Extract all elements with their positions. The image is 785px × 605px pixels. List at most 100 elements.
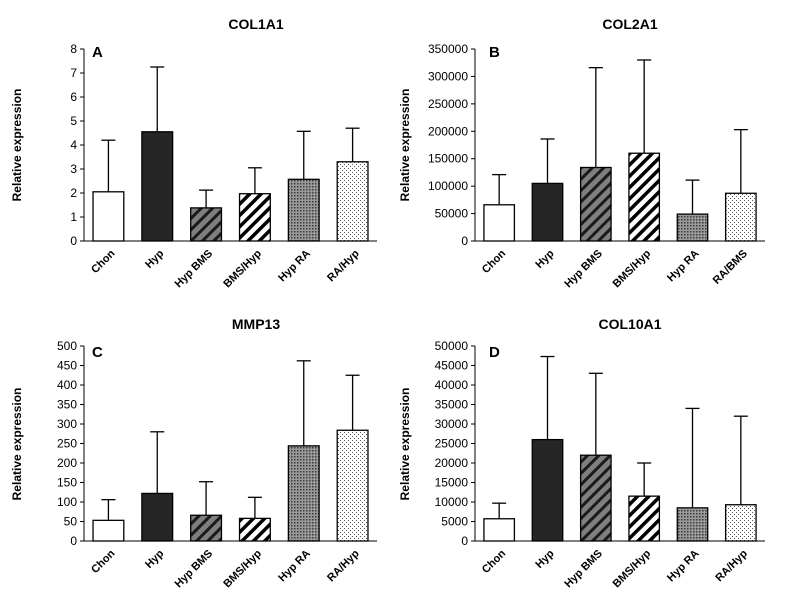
panel-a-ylabel: Relative expression — [10, 89, 24, 202]
panel-d-xtick-label: Hyp BMS — [562, 548, 605, 591]
panel-b-ytick-label: 250000 — [428, 97, 468, 111]
panel-a-ytick-label: 2 — [70, 186, 77, 200]
panel-a-letter: A — [92, 44, 103, 61]
panel-c-ytick-label: 350 — [57, 398, 77, 412]
panel-d-xtick-label: RA/Hyp — [713, 547, 750, 584]
panel-c-bar — [287, 445, 320, 542]
panel-b-xtick-label: Hyp RA — [665, 248, 702, 285]
panel-b-title: COL2A1 — [602, 16, 657, 32]
panel-a-ytick-label: 4 — [70, 138, 77, 152]
panel-c-ytick-label: 100 — [57, 495, 77, 509]
panel-d-xtick-label: BMS/Hyp — [611, 547, 654, 590]
panel-a-ytick-label: 3 — [70, 162, 77, 176]
panel-d-ytick-label: 35000 — [435, 398, 469, 412]
panel-a-chart: COL1A1 A Relative expression 0 1 2 3 4 5 6 7 8 C… — [10, 16, 377, 290]
panel-a-xtick-label: BMS/Hyp — [221, 247, 264, 290]
panel-d-bar — [483, 518, 516, 542]
panel-d-ytick-label: 0 — [461, 534, 468, 548]
panel-d-bar — [579, 454, 612, 542]
panel-d-xtick-label: Hyp RA — [665, 548, 702, 585]
panel-b-ytick-label: 200000 — [428, 124, 468, 138]
panel-b-bar — [724, 192, 757, 242]
panel-c-title: MMP13 — [232, 316, 280, 332]
panel-c-ytick-label: 500 — [57, 339, 77, 353]
panel-a-ytick-label: 0 — [70, 234, 77, 248]
panel-d-xtick-label: Chon — [480, 547, 509, 576]
panel-c-xtick-label: Hyp — [143, 547, 166, 570]
panel-b-chart: COL2A1 B Relative expression 0 50000 10000… — [398, 16, 765, 290]
panel-d-title: COL10A1 — [598, 316, 661, 332]
panel-a-ytick-label: 7 — [70, 66, 77, 80]
panel-c-bar — [92, 519, 125, 542]
panel-d-bar — [724, 504, 757, 542]
panel-c-ytick-label: 300 — [57, 417, 77, 431]
panel-a-xtick-label: Chon — [89, 247, 118, 276]
panel-c-xtick-label: RA/Hyp — [325, 547, 362, 584]
panel-d-ytick-label: 5000 — [441, 515, 468, 529]
panel-d-ytick-label: 40000 — [435, 378, 469, 392]
panel-c-bar — [336, 429, 369, 542]
panel-b-ytick-label: 0 — [461, 234, 468, 248]
panel-c-chart: MMP13 C Relative expression 0 50 100 150 200… — [10, 316, 377, 590]
panel-a-xtick-label: Hyp — [143, 247, 166, 270]
panel-c-letter: C — [92, 344, 103, 361]
panel-d-ytick-label: 45000 — [435, 359, 469, 373]
panel-c-xtick-label: BMS/Hyp — [221, 547, 264, 590]
panel-b-ytick-label: 50000 — [435, 207, 469, 221]
panel-b-xtick-label: BMS/Hyp — [611, 247, 654, 290]
panel-a-ytick-label: 5 — [70, 114, 77, 128]
panel-a-title: COL1A1 — [228, 16, 283, 32]
panel-d-bar — [531, 438, 564, 542]
panel-d-letter: D — [489, 344, 500, 361]
panel-c-xtick-label: Chon — [89, 547, 118, 576]
panel-c-ylabel: Relative expression — [10, 388, 24, 501]
panel-a-xtick-label: RA/Hyp — [325, 247, 362, 284]
panel-c-bar — [238, 517, 271, 542]
panel-a-ytick-label: 6 — [70, 90, 77, 104]
panel-d-ytick-label: 25000 — [435, 437, 469, 451]
panel-c-ytick-label: 200 — [57, 456, 77, 470]
panel-d-ytick-label: 20000 — [435, 456, 469, 470]
panel-b-bar — [676, 213, 709, 242]
panel-a-xtick-label: Hyp BMS — [173, 248, 216, 291]
panel-a-bar — [287, 178, 320, 242]
panel-b-bar — [483, 204, 516, 242]
panel-d-ylabel: Relative expression — [398, 388, 412, 501]
panel-c-bar — [190, 514, 223, 542]
panel-a-bar — [238, 193, 271, 242]
panel-b-ytick-label: 300000 — [428, 69, 468, 83]
panel-c-ytick-label: 450 — [57, 359, 77, 373]
panel-a-bar — [92, 191, 125, 242]
panel-b-xtick-label: Chon — [480, 247, 509, 276]
panel-d-ytick-label: 15000 — [435, 476, 469, 490]
panel-a-bar — [336, 161, 369, 242]
panel-b-ytick-label: 100000 — [428, 179, 468, 193]
panel-c-bar — [141, 492, 174, 542]
panel-b-xtick-label: Hyp BMS — [562, 248, 605, 291]
panel-b-ylabel: Relative expression — [398, 89, 412, 202]
panel-b-ytick-label: 150000 — [428, 152, 468, 166]
panel-d-ytick-label: 10000 — [435, 495, 469, 509]
panel-a-ytick-label: 8 — [70, 42, 77, 56]
panel-b-bar — [531, 182, 564, 242]
panel-d-xtick-label: Hyp — [533, 547, 556, 570]
panel-d-bar — [676, 507, 709, 542]
panel-a-ytick-label: 1 — [70, 210, 77, 224]
panel-b-xtick-label: Hyp — [533, 247, 556, 270]
panel-b-letter: B — [489, 44, 500, 61]
panel-a-bar — [190, 207, 223, 242]
panel-c-ytick-label: 250 — [57, 437, 77, 451]
panel-c-ytick-label: 400 — [57, 378, 77, 392]
panel-c-xtick-label: Hyp BMS — [173, 548, 216, 591]
panel-b-bar — [628, 152, 661, 242]
panel-d-ytick-label: 30000 — [435, 417, 469, 431]
panel-a-bar — [141, 131, 174, 242]
panel-b-xtick-label: RA/BMS — [711, 248, 750, 287]
panel-d-chart: COL10A1 D Relative expression 0 5000 10000… — [398, 316, 765, 590]
panel-c-xtick-label: Hyp RA — [276, 548, 313, 585]
panel-b-ytick-label: 350000 — [428, 42, 468, 56]
panel-a-xtick-label: Hyp RA — [276, 248, 313, 285]
panel-d-bar — [628, 495, 661, 542]
panel-b-bar — [579, 166, 612, 242]
